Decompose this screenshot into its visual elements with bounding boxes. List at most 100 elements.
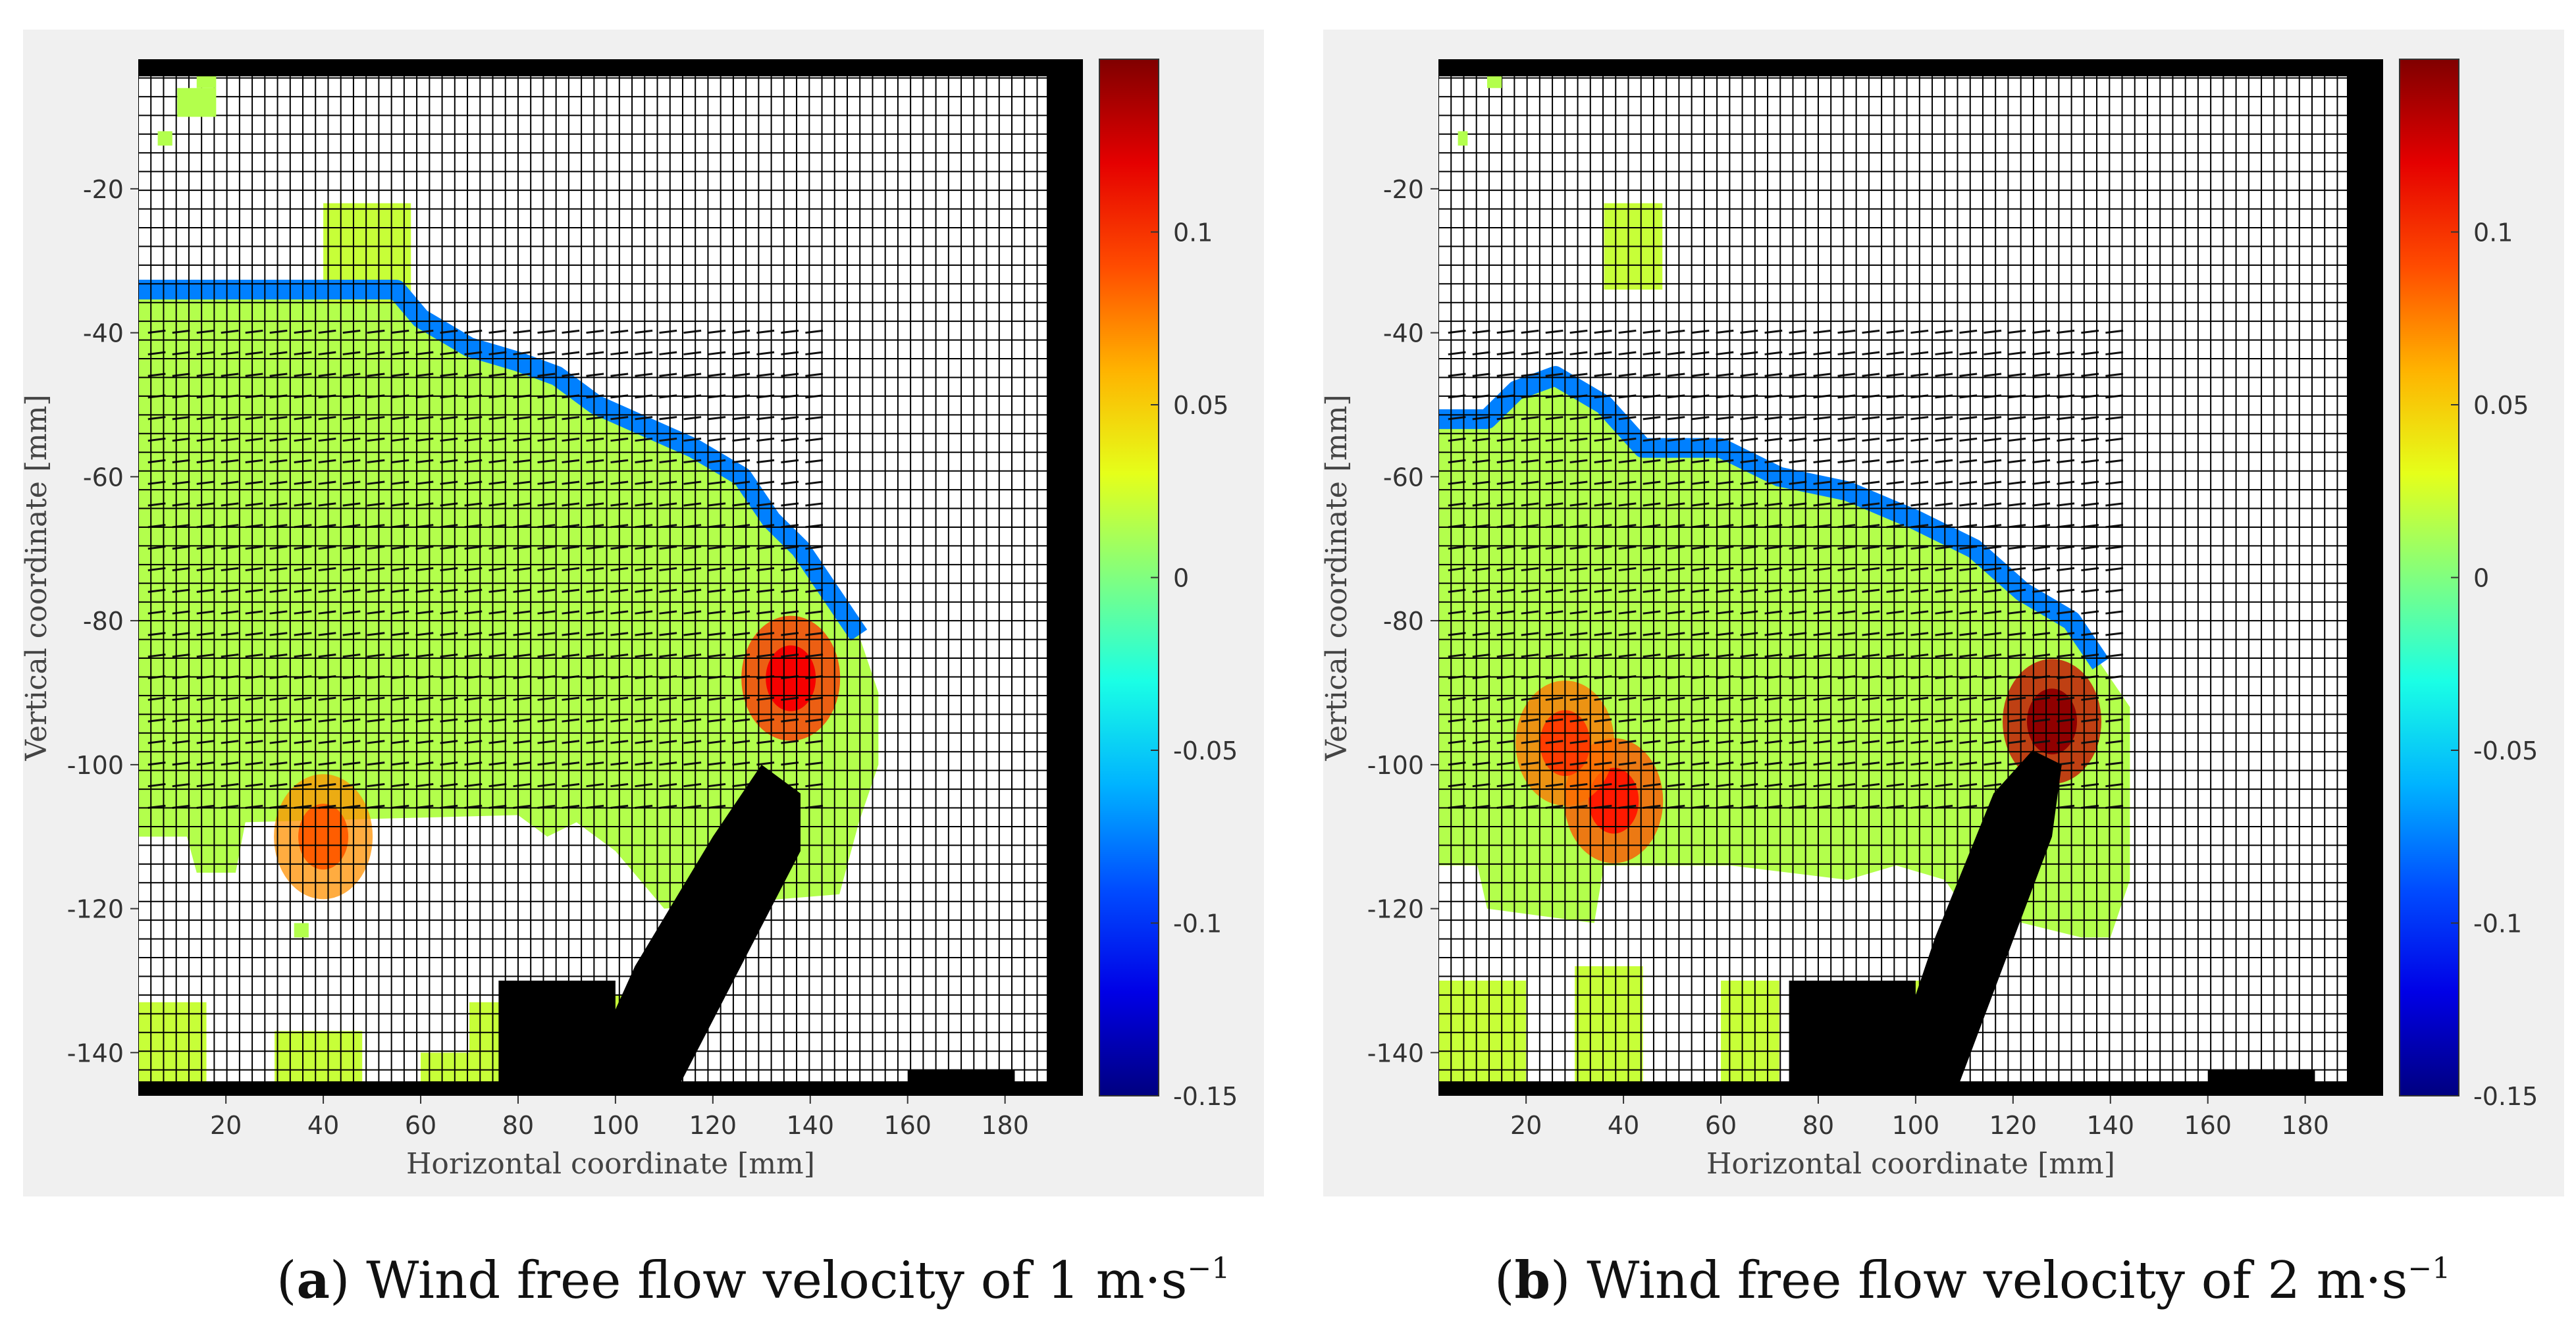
velocity-vector <box>805 740 824 744</box>
velocity-vector <box>1691 718 1710 723</box>
velocity-vector <box>196 329 215 334</box>
velocity-vector <box>805 480 824 485</box>
velocity-vector <box>635 567 653 572</box>
velocity-vector <box>537 761 556 766</box>
velocity-vector <box>732 761 750 766</box>
velocity-vector <box>635 329 653 334</box>
velocity-vector <box>1837 740 1856 744</box>
velocity-vector <box>342 545 361 550</box>
velocity-vector <box>1691 416 1710 421</box>
velocity-vector <box>1521 329 1539 334</box>
velocity-vector <box>1643 696 1661 701</box>
velocity-vector <box>172 437 190 442</box>
caption-superscript: −1 <box>1187 1252 1230 1285</box>
velocity-vector <box>562 480 580 485</box>
velocity-vector <box>1862 545 1880 550</box>
velocity-vector <box>562 437 580 442</box>
velocity-vector <box>1813 351 1831 355</box>
velocity-vector <box>1837 610 1856 615</box>
velocity-vector <box>1984 588 2002 593</box>
velocity-vector <box>2032 373 2051 377</box>
velocity-vector <box>391 502 409 507</box>
velocity-vector <box>586 567 604 572</box>
velocity-vector <box>805 567 824 572</box>
velocity-vector <box>269 459 288 463</box>
y-tick-label: -120 <box>67 895 124 924</box>
velocity-vector <box>683 351 702 355</box>
velocity-vector <box>1643 416 1661 421</box>
caption-text: Wind free flow velocity of 2 m·s <box>1570 1251 2408 1310</box>
velocity-vector <box>1862 696 1880 701</box>
velocity-vector <box>269 696 288 701</box>
velocity-vector <box>269 416 288 421</box>
velocity-vector <box>1959 696 1978 701</box>
velocity-vector <box>1813 632 1831 636</box>
masked-regions <box>138 59 1083 1096</box>
frame-bottom-notch <box>2207 1069 2315 1096</box>
velocity-vector <box>415 718 434 723</box>
velocity-vector <box>1716 480 1734 485</box>
velocity-vector <box>1837 437 1856 442</box>
colorbar-tick-label: 0.05 <box>2473 391 2529 420</box>
velocity-vector <box>708 567 726 572</box>
velocity-vector <box>1837 459 1856 463</box>
y-axis-label: Vertical coordinate [mm] <box>1323 394 1354 761</box>
measurement-grid <box>138 59 1083 1096</box>
velocity-vector <box>1521 588 1539 593</box>
colorbar-tick-label: 0 <box>1173 564 1189 593</box>
velocity-vector <box>1521 416 1539 421</box>
velocity-vector <box>221 696 239 701</box>
velocity-vector <box>1667 588 1685 593</box>
velocity-vector <box>172 373 190 377</box>
velocity-vector <box>196 696 215 701</box>
velocity-vector <box>221 610 239 615</box>
velocity-vector <box>1618 437 1637 442</box>
velocity-vector <box>221 459 239 463</box>
velocity-vector <box>1569 718 1588 723</box>
velocity-vector <box>1716 610 1734 615</box>
velocity-vector <box>196 588 215 593</box>
x-tick-label: 160 <box>2184 1111 2232 1140</box>
velocity-vector <box>1837 502 1856 507</box>
velocity-vector <box>1813 373 1831 377</box>
velocity-vector <box>342 567 361 572</box>
velocity-vector <box>1716 632 1734 636</box>
velocity-vector <box>391 545 409 550</box>
velocity-vector <box>1935 480 1953 485</box>
velocity-vector <box>1496 437 1515 442</box>
velocity-vector <box>635 783 653 788</box>
velocity-vector <box>415 373 434 377</box>
velocity-vector <box>562 783 580 788</box>
velocity-vector <box>805 610 824 615</box>
velocity-vector <box>683 329 702 334</box>
velocity-vector <box>2105 718 2124 723</box>
field-base <box>138 290 879 909</box>
velocity-vector <box>1716 329 1734 334</box>
velocity-vector <box>537 329 556 334</box>
velocity-vector <box>2105 480 2124 485</box>
velocity-vector <box>1837 567 1856 572</box>
velocity-vector <box>1886 545 1905 550</box>
velocity-vector <box>1716 761 1734 766</box>
velocity-vector <box>732 329 750 334</box>
velocity-vector <box>391 696 409 701</box>
velocity-vector <box>537 654 556 658</box>
velocity-vector <box>513 459 531 463</box>
velocity-vector <box>269 610 288 615</box>
velocity-vector <box>1569 480 1588 485</box>
velocity-vector <box>513 783 531 788</box>
velocity-vector <box>1667 696 1685 701</box>
velocity-vector <box>2008 718 2026 723</box>
velocity-vector <box>1691 740 1710 744</box>
velocity-vector <box>1789 632 1807 636</box>
velocity-vector <box>2032 567 2051 572</box>
velocity-vector <box>586 610 604 615</box>
velocity-vector <box>1862 329 1880 334</box>
velocity-vector <box>1813 329 1831 334</box>
velocity-vector <box>1496 480 1515 485</box>
velocity-vector <box>367 545 385 550</box>
velocity-vector <box>683 588 702 593</box>
velocity-vector <box>367 783 385 788</box>
velocity-vector <box>635 654 653 658</box>
velocity-vector <box>1716 459 1734 463</box>
